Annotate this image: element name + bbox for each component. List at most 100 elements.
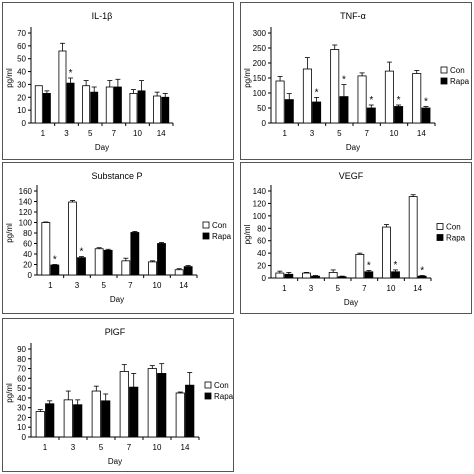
x-tick-label: 1 bbox=[282, 129, 287, 138]
y-tick-label: 200 bbox=[253, 59, 267, 68]
significance-marker: * bbox=[394, 260, 398, 271]
legend-label-con: Con bbox=[212, 221, 227, 230]
legend-swatch-rapa bbox=[440, 77, 448, 85]
chart-il1b: IL-1β 0 10 20 30 40 50 60 70 pg/ml 1 3 * 5 7 10 14 Day bbox=[5, 11, 174, 152]
bar-con bbox=[153, 95, 162, 124]
legend-swatch-rapa bbox=[204, 392, 212, 400]
significance-marker: * bbox=[420, 266, 424, 277]
x-tick-label: 10 bbox=[153, 281, 162, 290]
bar-con bbox=[384, 70, 394, 124]
y-tick-label: 60 bbox=[17, 42, 26, 51]
bar-rapa bbox=[113, 86, 122, 124]
y-tick-label: 20 bbox=[23, 261, 32, 270]
significance-marker: * bbox=[367, 261, 371, 272]
x-tick-label: 10 bbox=[153, 443, 162, 452]
panel-plgf: PlGF 0 10 20 30 40 50 60 70 80 90 pg/ml 1 3 5 7 10 14 Day C… bbox=[2, 318, 234, 472]
x-tick-label: 5 bbox=[99, 443, 104, 452]
bar-rapa bbox=[284, 99, 294, 124]
x-tick-label: 3 bbox=[64, 129, 69, 138]
x-axis-label: Day bbox=[344, 298, 358, 307]
bar-con bbox=[91, 390, 101, 438]
legend-swatch-rapa bbox=[436, 234, 444, 241]
bar-con bbox=[412, 73, 422, 124]
x-tick-label: 5 bbox=[101, 281, 106, 290]
bar-con bbox=[148, 261, 157, 276]
bar-rapa bbox=[137, 90, 146, 124]
x-tick-label: 3 bbox=[71, 443, 76, 452]
y-tick-label: 0 bbox=[262, 274, 267, 283]
y-axis-label: pg/ml bbox=[243, 68, 252, 88]
bar-rapa bbox=[421, 107, 431, 124]
x-tick-label: 14 bbox=[413, 284, 422, 293]
y-tick-label: 70 bbox=[17, 29, 26, 38]
y-tick-label: 90 bbox=[17, 345, 26, 354]
legend-label-con: Con bbox=[450, 66, 465, 75]
legend-label-rapa: Rapa bbox=[212, 232, 232, 241]
y-tick-label: 40 bbox=[17, 394, 26, 403]
legend-label-rapa: Rapa bbox=[446, 234, 466, 243]
bar-con bbox=[302, 272, 311, 279]
bar-con bbox=[58, 50, 67, 124]
x-tick-label: 7 bbox=[364, 129, 369, 138]
y-tick-label: 100 bbox=[19, 219, 33, 228]
y-tick-label: 20 bbox=[257, 262, 266, 271]
bar-rapa bbox=[157, 373, 167, 438]
y-axis-label: pg/ml bbox=[5, 223, 14, 243]
bar-rapa bbox=[394, 106, 404, 124]
y-tick-label: 80 bbox=[23, 229, 32, 238]
legend-label-rapa: Rapa bbox=[450, 77, 470, 86]
bar-rapa bbox=[366, 107, 376, 124]
bar-con bbox=[94, 248, 104, 276]
bar-rapa bbox=[311, 275, 320, 279]
y-tick-label: 0 bbox=[22, 433, 27, 442]
y-tick-label: 10 bbox=[17, 423, 26, 432]
y-tick-label: 0 bbox=[28, 271, 33, 280]
y-tick-label: 40 bbox=[257, 249, 266, 258]
bar-con bbox=[328, 272, 338, 279]
significance-marker: * bbox=[369, 95, 373, 106]
y-tick-label: 20 bbox=[17, 413, 26, 422]
y-axis-label: pg/ml bbox=[243, 224, 252, 244]
bar-rapa bbox=[161, 96, 170, 124]
legend-swatch-con bbox=[440, 66, 448, 74]
x-tick-label: 1 bbox=[282, 284, 287, 293]
panel-substance-p: Substance P 0 20 40 60 80 100 120 140 160 pg/ml 1 * 3… bbox=[2, 162, 234, 314]
y-tick-label: 50 bbox=[257, 104, 266, 113]
bar-con bbox=[68, 201, 77, 276]
x-tick-label: 1 bbox=[41, 129, 46, 138]
bar-con bbox=[82, 85, 91, 124]
bar-rapa bbox=[66, 82, 75, 124]
bar-con bbox=[63, 399, 73, 438]
chart-title: PlGF bbox=[105, 327, 126, 337]
x-axis-label: Day bbox=[110, 295, 124, 304]
bar-rapa bbox=[337, 276, 347, 279]
x-tick-label: 14 bbox=[157, 129, 166, 138]
bar-rapa bbox=[130, 232, 140, 276]
x-tick-label: 14 bbox=[181, 443, 190, 452]
bar-con bbox=[121, 260, 131, 276]
y-tick-label: 60 bbox=[23, 240, 32, 249]
legend-swatch-con bbox=[204, 381, 212, 389]
bar-con bbox=[302, 68, 312, 124]
y-tick-label: 150 bbox=[253, 74, 267, 83]
bar-con bbox=[175, 392, 185, 438]
x-tick-label: 14 bbox=[179, 281, 188, 290]
significance-marker: * bbox=[397, 95, 401, 106]
bar-rapa bbox=[183, 266, 193, 276]
bar-rapa bbox=[157, 243, 166, 276]
y-tick-label: 40 bbox=[17, 68, 26, 77]
bar-rapa bbox=[42, 93, 51, 124]
y-tick-label: 80 bbox=[17, 355, 26, 364]
legend-swatch-con bbox=[436, 223, 444, 230]
legend-swatch-rapa bbox=[202, 232, 210, 240]
significance-marker: * bbox=[342, 75, 346, 86]
x-tick-label: 10 bbox=[133, 129, 142, 138]
y-tick-label: 60 bbox=[257, 237, 266, 246]
significance-marker: * bbox=[424, 97, 428, 108]
x-tick-label: 7 bbox=[362, 284, 367, 293]
x-tick-label: 3 bbox=[309, 284, 314, 293]
legend-label-rapa: Rapa bbox=[214, 392, 233, 401]
bar-rapa bbox=[312, 101, 322, 124]
bar-con bbox=[355, 253, 365, 279]
x-tick-label: 3 bbox=[310, 129, 315, 138]
